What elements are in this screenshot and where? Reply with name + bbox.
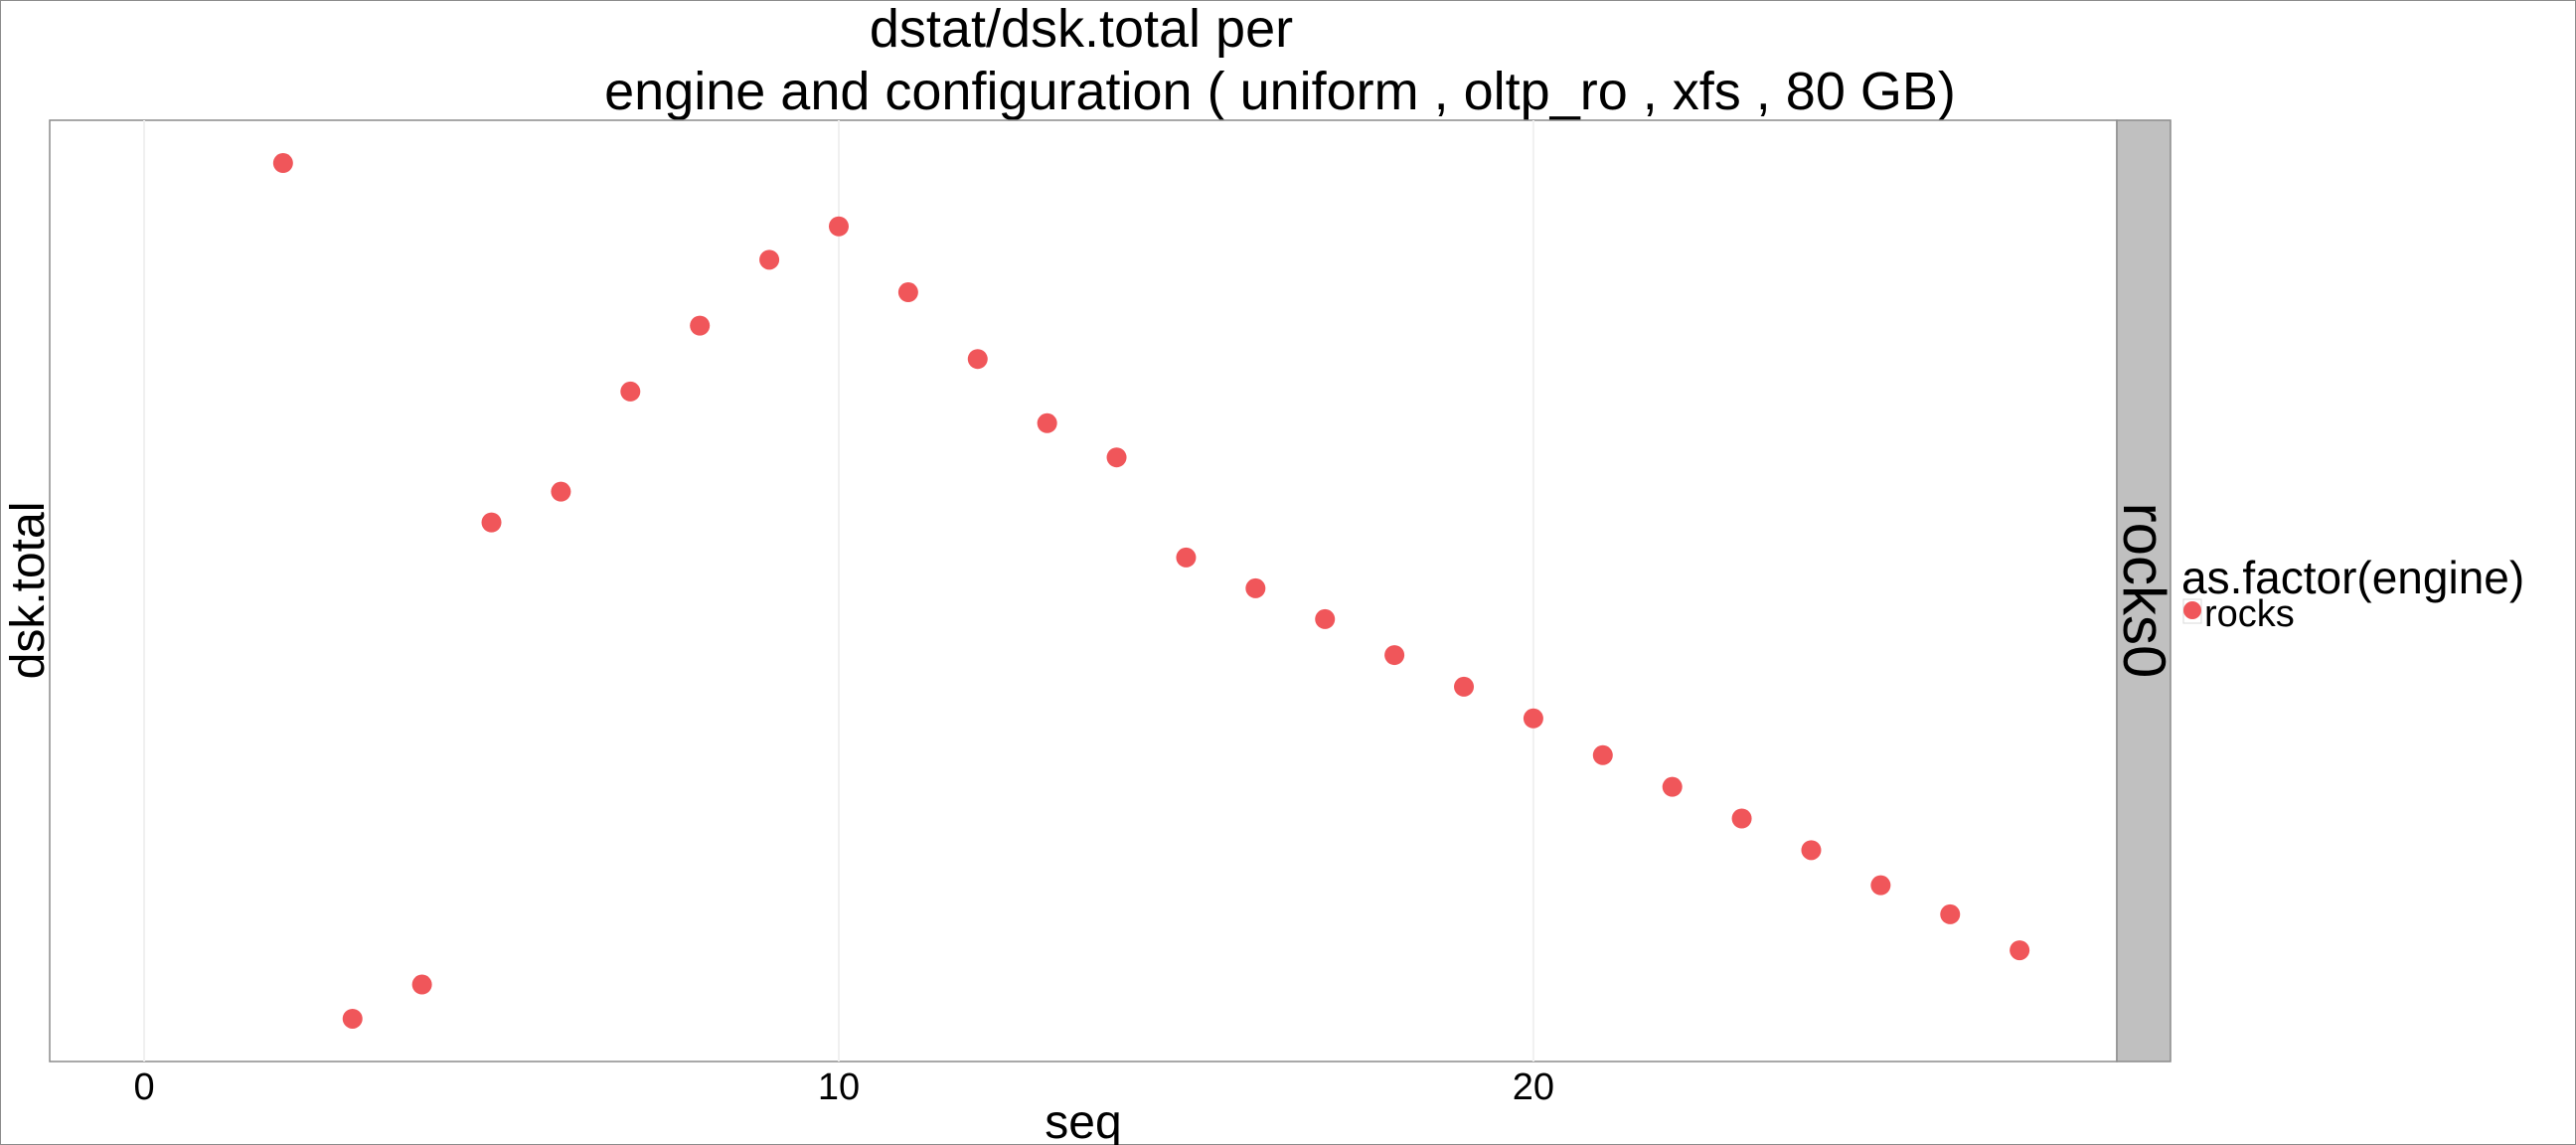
legend: as.factor(engine) rocks (2181, 552, 2524, 635)
gridlines (143, 120, 1534, 1062)
data-point (828, 216, 849, 237)
data-point (1731, 808, 1752, 829)
data-point (342, 1008, 363, 1029)
data-point (2010, 940, 2030, 961)
facet-strip-background (2116, 119, 2172, 1063)
data-point (1106, 447, 1127, 468)
data-point (759, 249, 780, 270)
data-point (690, 315, 711, 336)
data-point (1037, 412, 1057, 433)
data-point (1523, 708, 1543, 729)
data-point (1870, 875, 1891, 896)
data-point (620, 381, 641, 402)
legend-key-point (2183, 601, 2201, 619)
x-axis-ticks: 0 10 20 (133, 1066, 1554, 1108)
data-point (1940, 903, 1961, 924)
chart-title-line2: engine and configuration ( uniform , olt… (604, 62, 1956, 121)
x-tick-label: 10 (818, 1066, 860, 1108)
x-axis-title: seq (1045, 1096, 1121, 1145)
data-point (481, 512, 502, 533)
x-tick-label: 0 (133, 1066, 154, 1108)
data-point (551, 481, 571, 502)
legend-entry-label: rocks (2204, 593, 2295, 635)
facet-strip: rocks0 (2111, 119, 2177, 1063)
data-point (411, 974, 432, 995)
data-point (967, 349, 988, 370)
data-point (1384, 645, 1405, 666)
data-point (897, 282, 918, 303)
data-point (1662, 776, 1683, 797)
x-tick-label: 20 (1513, 1066, 1554, 1108)
data-point (1454, 676, 1475, 697)
data-points (272, 153, 2030, 1029)
panel-background (49, 119, 2118, 1063)
chart-title-line1: dstat/dsk.total per (870, 0, 1293, 59)
data-point (1176, 547, 1197, 568)
facet-strip-label: rocks0 (2111, 503, 2177, 679)
data-point (1801, 840, 1822, 861)
data-point (1315, 608, 1336, 629)
y-axis-title: dsk.total (2, 502, 55, 680)
data-point (1592, 744, 1613, 765)
data-point (1245, 577, 1266, 598)
data-point (272, 153, 293, 174)
plot-panel (49, 119, 2118, 1063)
legend-title: as.factor(engine) (2181, 552, 2524, 603)
